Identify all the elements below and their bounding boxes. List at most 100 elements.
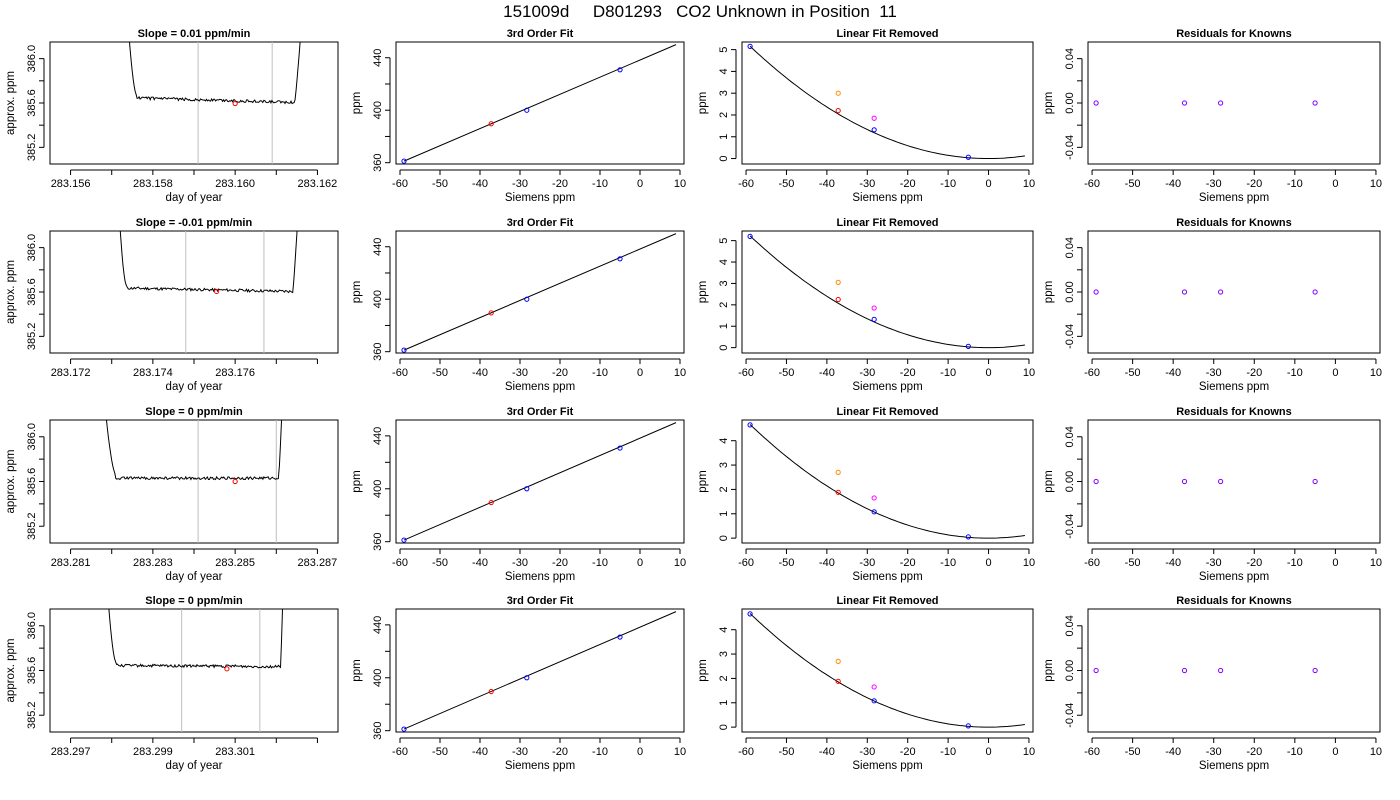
y-axis-label: ppm <box>1043 659 1055 681</box>
fit-line <box>403 422 677 541</box>
x-tick-label: 10 <box>1370 557 1382 569</box>
raw-unknown-point-2 <box>871 495 877 501</box>
y-tick-label: 1 <box>718 511 730 517</box>
x-tick-label: -30 <box>512 746 528 758</box>
plot-frame <box>49 230 339 354</box>
plot-area <box>1093 100 1318 106</box>
fit-line <box>403 611 677 730</box>
y-tick-label: 385.6 <box>26 657 38 685</box>
x-tick-label: 10 <box>1370 746 1382 758</box>
x-tick-label: 283.299 <box>133 746 173 758</box>
x-tick-label: -50 <box>432 746 448 758</box>
x-tick-label: 10 <box>1023 367 1035 379</box>
y-tick-label: 4 <box>718 68 730 74</box>
panel-trace-row-4: Slope = 0 ppm/min 283.297 283.299 283.301 da… <box>5 595 339 772</box>
residual-point <box>1093 667 1099 674</box>
x-tick-label: -40 <box>1165 557 1181 569</box>
known-point <box>747 611 753 617</box>
unknown-point <box>488 310 494 316</box>
residual-point <box>1093 289 1099 295</box>
panel-residuals-row-2: Residuals for Knowns -60 -50 -40 -30 -20 -10 0 1… <box>1043 217 1382 393</box>
x-tick-label: 283.160 <box>215 178 255 190</box>
plot-area <box>1093 478 1318 485</box>
raw-unknown-point-2 <box>871 684 877 690</box>
y-tick-label: 385.6 <box>26 89 38 117</box>
y-tick-label: 4 <box>718 259 730 265</box>
x-tick-label: -30 <box>859 746 875 758</box>
y-tick-label: 385.2 <box>26 701 38 729</box>
x-tick-label: -60 <box>1084 178 1100 190</box>
y-tick-label: 4 <box>718 438 730 444</box>
x-tick-label: -50 <box>779 557 795 569</box>
x-tick-label: -40 <box>472 746 488 758</box>
plot-area <box>119 231 298 353</box>
y-tick-label: 3 <box>718 462 730 468</box>
x-tick-label: 0 <box>985 557 991 569</box>
x-tick-label: -20 <box>552 178 568 190</box>
plot-frame <box>741 419 1034 544</box>
unknown-point <box>835 678 841 684</box>
y-tick-label: 0.00 <box>1064 281 1076 302</box>
known-point <box>617 445 623 451</box>
y-tick-label: 5 <box>718 47 730 53</box>
panel-linear-removed-row-1: Linear Fit Removed-60 -50 -40 -30 -20 -10 0 10S… <box>697 28 1035 204</box>
x-tick-label: 283.172 <box>51 367 91 379</box>
x-tick-label: -30 <box>859 367 875 379</box>
x-tick-label: 283.158 <box>133 178 173 190</box>
x-axis-label: Siemens ppm <box>1199 381 1269 393</box>
x-tick-label: -20 <box>1246 178 1262 190</box>
known-point <box>871 509 877 515</box>
x-axis-label: day of year <box>166 381 223 393</box>
x-axis-label: Siemens ppm <box>505 192 575 204</box>
y-tick-label: 0 <box>718 535 730 541</box>
x-tick-label: -40 <box>472 367 488 379</box>
raw-unknown-point-2 <box>871 115 877 121</box>
known-point <box>617 67 623 73</box>
plot-area <box>747 233 1025 349</box>
y-tick-label: 2 <box>718 112 730 118</box>
x-tick-label: -20 <box>900 367 916 379</box>
panel-residuals-row-3: Residuals for Knowns -60 -50 -40 -30 -20 -10 0 1… <box>1043 406 1382 583</box>
known-point <box>401 347 407 353</box>
y-axis-label: approx. ppm <box>5 71 17 135</box>
plot-area <box>129 42 301 164</box>
known-point <box>871 127 877 133</box>
x-axis-label: day of year <box>166 192 223 204</box>
x-tick-label: -50 <box>779 178 795 190</box>
known-point <box>747 422 753 428</box>
panel-title: 3rd Order Fit <box>507 28 574 40</box>
x-tick-label: -10 <box>940 367 956 379</box>
x-tick-label: -20 <box>900 746 916 758</box>
known-point <box>617 634 623 640</box>
panel-residuals-row-4: Residuals for Knowns -60 -50 -40 -30 -20 -10 0 1… <box>1043 595 1382 772</box>
panel-linear-removed-row-4: Linear Fit Removed-60 -50 -40 -30 -20 -10 0 10S… <box>697 595 1035 772</box>
x-tick-label: -10 <box>940 557 956 569</box>
x-tick-label: 283.283 <box>133 557 173 569</box>
panel-fit-row-3: 3rd Order Fit -60 -50 -40 -30 -20 -10 0 10 Siemen… <box>351 406 686 583</box>
raw-unknown-point <box>835 658 841 664</box>
x-tick-label: -30 <box>859 178 875 190</box>
average-point <box>224 666 230 672</box>
known-point <box>965 343 971 349</box>
y-tick-label: 1 <box>718 323 730 329</box>
x-tick-label: 0 <box>1332 557 1338 569</box>
fit-line <box>403 233 677 351</box>
x-tick-label: 0 <box>1332 367 1338 379</box>
trace-line <box>105 420 283 481</box>
plot-area <box>401 422 677 543</box>
plot-frame <box>1087 230 1381 354</box>
plot-area <box>108 609 283 732</box>
y-axis-label: ppm <box>351 470 363 492</box>
plot-area <box>747 611 1025 729</box>
x-tick-label: -50 <box>1125 367 1141 379</box>
y-tick-label: 2 <box>718 302 730 308</box>
x-axis-label: Siemens ppm <box>1199 571 1269 583</box>
x-tick-label: -10 <box>1287 178 1303 190</box>
unknown-point <box>835 489 841 495</box>
x-tick-label: -40 <box>1165 178 1181 190</box>
fit-line <box>403 44 677 162</box>
x-tick-label: 0 <box>985 746 991 758</box>
known-point <box>524 486 530 492</box>
y-tick-label: 386.0 <box>26 423 38 451</box>
